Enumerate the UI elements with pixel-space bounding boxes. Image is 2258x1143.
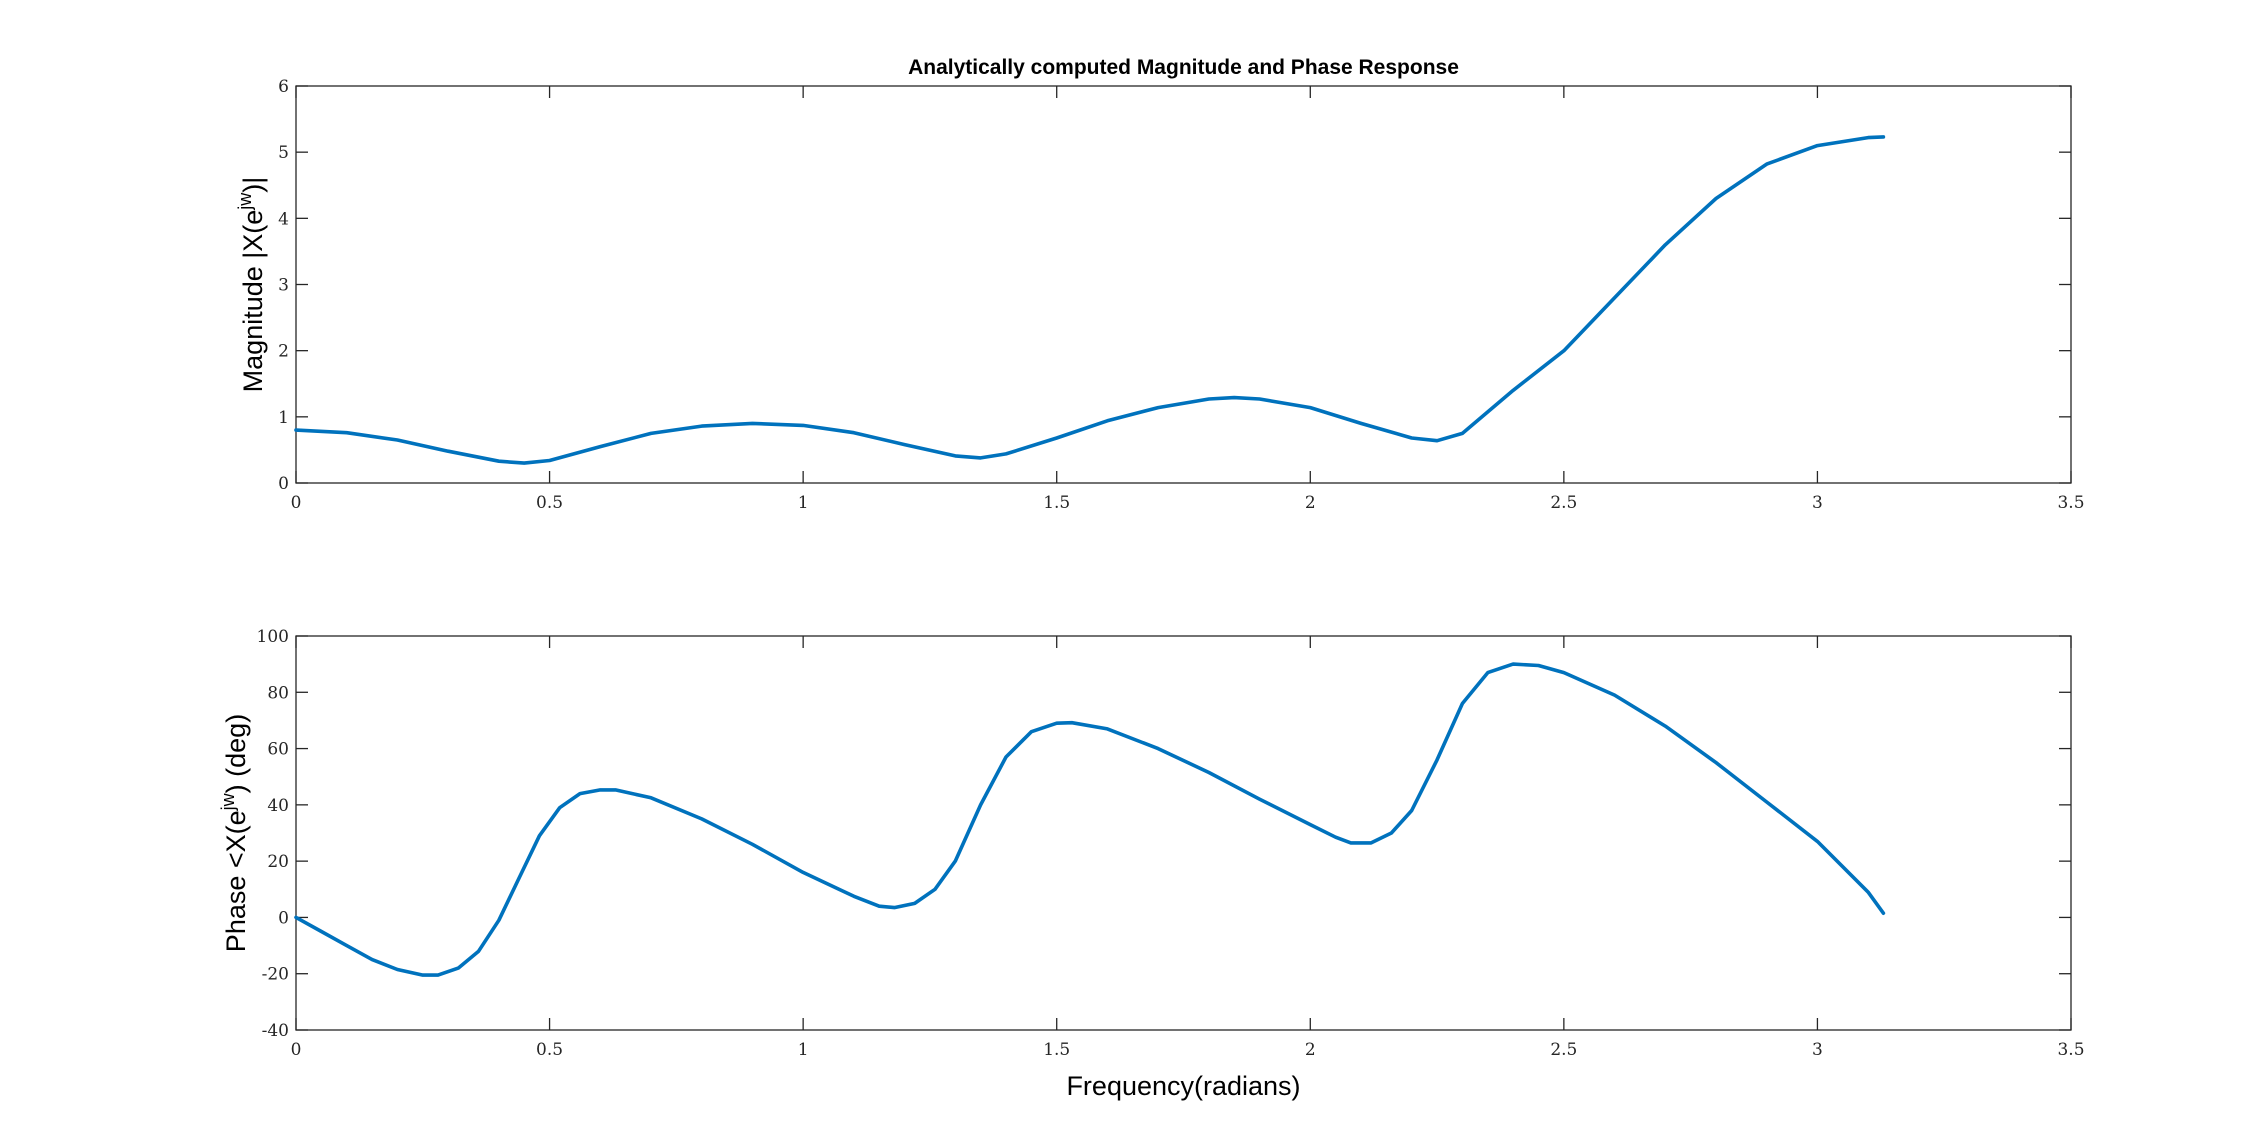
y-tick-label: 40 xyxy=(267,796,289,816)
magnitude-line xyxy=(294,135,1886,465)
x-tick-label: 1.5 xyxy=(1043,1040,1070,1060)
x-tick-label: 1.5 xyxy=(1043,493,1070,513)
y-tick-label: 100 xyxy=(257,627,289,647)
phase-plot: 0 0.5 1 1.5 2 2.5 3 3.5 -40 -20 0 20 40 60 80 100 Freque… xyxy=(218,627,2085,1101)
y-tick-label: 3 xyxy=(278,276,289,296)
y-tick-label: 2 xyxy=(278,342,289,362)
x-tick-label: 1 xyxy=(798,1040,809,1060)
y-tick-label: 5 xyxy=(278,143,289,163)
x-tick-label: 2.5 xyxy=(1550,1040,1577,1060)
y-tick-label: 80 xyxy=(267,683,289,703)
y-tick-label: 0 xyxy=(278,908,289,928)
magnitude-plot: 0 0.5 1 1.5 2 2.5 3 3.5 0 1 2 3 4 5 6 Analytically comp… xyxy=(235,56,2085,513)
y-tick-label: -20 xyxy=(262,965,289,985)
x-tick-label: 3.5 xyxy=(2057,1040,2084,1060)
x-tick-label: 0 xyxy=(291,493,302,513)
x-tick-label: 3 xyxy=(1812,493,1823,513)
y-tick-label: 1 xyxy=(278,408,289,428)
x-tick-label: 3.5 xyxy=(2057,493,2084,513)
y-tick-label: 60 xyxy=(267,740,289,760)
chart-title: Analytically computed Magnitude and Phas… xyxy=(908,56,1459,79)
x-tick-label: 0 xyxy=(291,1040,302,1060)
y-tick-label: -40 xyxy=(262,1021,289,1041)
x-axis-label: Frequency(radians) xyxy=(1066,1071,1300,1101)
phase-line xyxy=(294,662,1886,977)
y-axis-label: Magnitude |X(ejw)| xyxy=(235,177,268,393)
y-tick-label: 20 xyxy=(267,852,289,872)
x-tick-label: 2.5 xyxy=(1550,493,1577,513)
x-tick-label: 1 xyxy=(798,493,809,513)
x-tick-label: 0.5 xyxy=(536,1040,563,1060)
y-tick-label: 4 xyxy=(278,209,289,229)
x-tick-label: 2 xyxy=(1305,1040,1316,1060)
x-tick-label: 3 xyxy=(1812,1040,1823,1060)
y-axis-label: Phase <X(ejw) (deg) xyxy=(218,714,251,952)
y-tick-label: 0 xyxy=(278,474,289,494)
x-tick-label: 0.5 xyxy=(536,493,563,513)
axes-box xyxy=(295,635,2072,1031)
x-tick-label: 2 xyxy=(1305,493,1316,513)
axes-box xyxy=(295,85,2072,484)
y-tick-label: 6 xyxy=(278,77,289,97)
